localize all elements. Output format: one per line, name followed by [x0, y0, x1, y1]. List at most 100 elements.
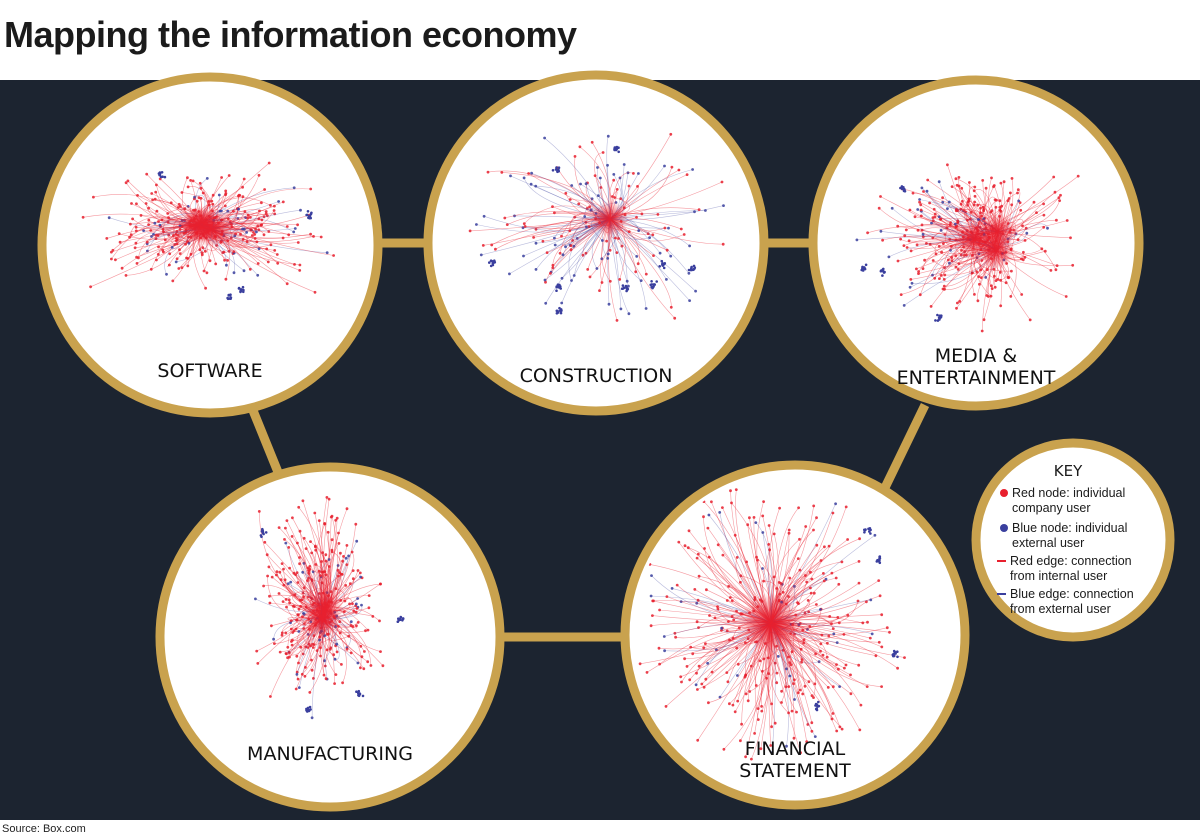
company-user-node: [669, 132, 673, 136]
company-user-node: [296, 241, 300, 244]
company-user-node: [588, 205, 591, 209]
company-user-node: [1007, 197, 1011, 200]
company-user-node: [298, 263, 302, 267]
company-user-node: [772, 532, 776, 536]
company-user-node: [999, 304, 1003, 308]
external-user-node: [606, 257, 610, 260]
company-user-node: [335, 516, 339, 520]
company-user-node: [702, 685, 706, 689]
company-user-node: [326, 530, 330, 534]
company-user-node: [307, 576, 310, 580]
company-user-node: [740, 722, 743, 726]
external-user-node: [257, 247, 261, 251]
company-user-node: [813, 682, 817, 686]
network-manufacturing: MANUFACTURING: [155, 462, 505, 812]
external-user-node: [561, 253, 565, 257]
company-user-node: [615, 188, 619, 191]
company-user-node: [846, 538, 849, 541]
external-user-node: [347, 554, 350, 558]
company-user-node: [806, 599, 810, 602]
network-label-manufacturing: MANUFACTURING: [247, 743, 413, 765]
company-user-node: [980, 214, 984, 218]
company-user-node: [593, 174, 597, 178]
company-user-node: [287, 651, 291, 654]
company-user-node: [1023, 239, 1027, 242]
company-user-node: [278, 570, 282, 574]
company-user-node: [267, 161, 271, 165]
external-user-node: [650, 574, 653, 577]
company-user-node: [775, 671, 779, 675]
company-user-node: [649, 624, 653, 628]
external-user-node: [560, 301, 564, 305]
company-user-node: [283, 578, 287, 582]
company-user-node: [230, 222, 233, 226]
company-user-node: [553, 211, 556, 215]
company-user-node: [761, 514, 765, 518]
external-user-node: [892, 653, 896, 657]
company-user-node: [990, 176, 993, 180]
company-user-node: [126, 179, 130, 183]
external-user-node: [226, 296, 229, 300]
company-user-node: [481, 244, 485, 247]
company-user-node: [260, 201, 263, 205]
company-user-node: [941, 196, 944, 200]
company-user-node: [798, 568, 802, 572]
company-user-node: [1064, 295, 1068, 298]
external-user-node: [560, 276, 564, 280]
network-circle: [423, 70, 769, 416]
company-user-node: [954, 177, 958, 181]
company-user-node: [313, 511, 317, 515]
company-user-node: [291, 638, 294, 642]
hub-cluster: [304, 601, 341, 638]
company-user-node: [599, 186, 603, 189]
company-user-node: [299, 645, 303, 649]
company-user-node: [186, 185, 190, 189]
company-user-node: [1058, 199, 1061, 203]
company-user-node: [243, 210, 247, 213]
company-user-node: [288, 655, 291, 659]
company-user-node: [819, 642, 823, 646]
company-user-node: [931, 236, 935, 240]
external-user-node: [864, 263, 868, 267]
company-user-node: [1069, 236, 1072, 240]
external-user-node: [596, 166, 599, 169]
external-user-node: [624, 284, 628, 288]
company-user-node: [178, 248, 181, 252]
company-user-node: [727, 585, 730, 588]
external-user-node: [863, 531, 866, 534]
company-user-node: [755, 555, 758, 559]
network-graph: [254, 496, 405, 720]
company-user-node: [697, 574, 701, 578]
external-user-node: [558, 309, 562, 313]
company-user-node: [796, 691, 800, 695]
company-user-node: [756, 707, 760, 710]
external-user-node: [349, 620, 353, 624]
company-user-node: [366, 628, 370, 632]
company-user-node: [1016, 188, 1020, 192]
external-user-node: [793, 698, 796, 701]
external-user-node: [715, 648, 718, 652]
company-user-node: [1006, 275, 1010, 279]
company-user-node: [227, 249, 231, 253]
company-user-node: [128, 235, 132, 239]
company-user-node: [1019, 208, 1023, 212]
company-user-node: [765, 676, 768, 680]
company-user-node: [689, 645, 693, 649]
company-user-node: [317, 569, 321, 573]
company-user-node: [758, 659, 762, 663]
company-user-node: [753, 732, 756, 735]
company-user-node: [154, 233, 158, 237]
company-user-node: [266, 260, 270, 264]
company-user-node: [1053, 190, 1057, 194]
company-user-node: [573, 155, 577, 158]
company-user-node: [815, 543, 819, 547]
company-user-node: [204, 286, 208, 290]
company-user-node: [313, 290, 317, 294]
external-user-node: [861, 266, 864, 270]
external-user-node: [556, 170, 559, 174]
company-user-node: [809, 570, 812, 574]
company-user-node: [780, 689, 783, 693]
company-user-node: [932, 207, 936, 211]
external-user-node: [881, 274, 884, 277]
company-user-node: [258, 209, 261, 213]
